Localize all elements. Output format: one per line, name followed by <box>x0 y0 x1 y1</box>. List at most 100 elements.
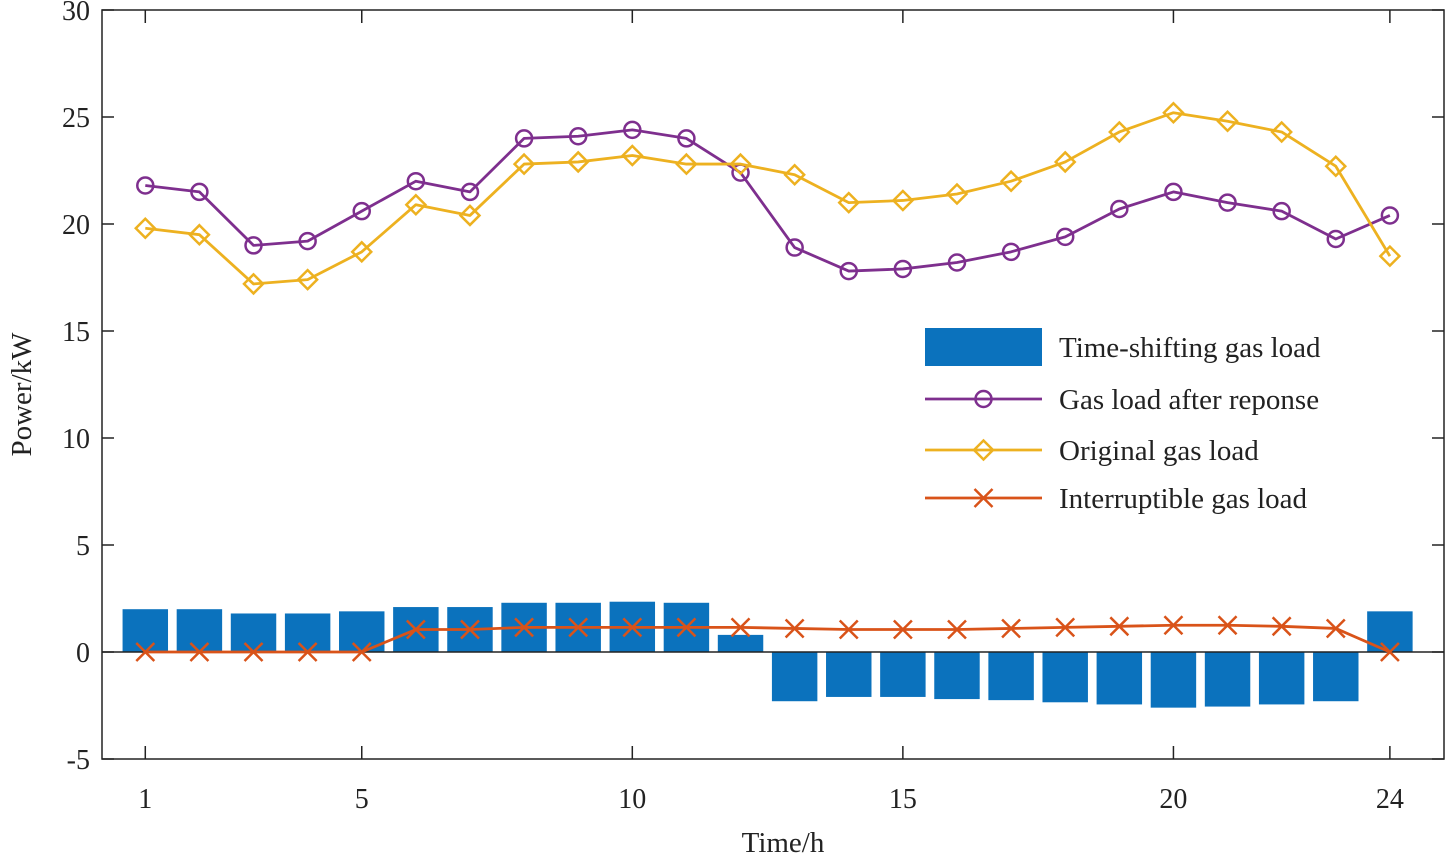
marker-interruptible-gas-load-20 <box>1163 615 1184 636</box>
bar-time-shifting-gas-load-12 <box>717 634 764 652</box>
legend-marker-interruptible-gas-load <box>973 488 994 508</box>
legend-marker-original-gas-load <box>972 438 995 462</box>
bar-time-shifting-gas-load-1 <box>122 609 169 652</box>
marker-original-gas-load-21 <box>1216 110 1239 133</box>
bar-time-shifting-gas-load-21 <box>1204 652 1251 707</box>
marker-original-gas-load-12 <box>729 152 752 176</box>
marker-interruptible-gas-load-12 <box>730 617 751 638</box>
line-series <box>134 101 1402 662</box>
marker-original-gas-load-24 <box>1378 244 1402 268</box>
marker-original-gas-load-18 <box>1053 150 1077 174</box>
marker-interruptible-gas-load-3 <box>243 642 264 662</box>
bar-time-shifting-gas-load-23 <box>1313 652 1359 702</box>
x-axis-label: Time/h <box>742 827 825 859</box>
marker-gas-load-after-reponse-15 <box>893 259 913 279</box>
marker-interruptible-gas-load-23 <box>1325 618 1346 639</box>
marker-gas-load-after-reponse-5 <box>352 201 371 221</box>
bar-time-shifting-gas-load-19 <box>1096 652 1143 705</box>
legend-label-gas-load-after-reponse: Gas load after reponse <box>1059 384 1319 416</box>
marker-original-gas-load-6 <box>404 193 428 217</box>
bar-time-shifting-gas-load-4 <box>284 613 331 652</box>
marker-gas-load-after-reponse-18 <box>1055 227 1075 247</box>
bar-time-shifting-gas-load-14 <box>826 652 872 697</box>
marker-gas-load-after-reponse-22 <box>1272 201 1291 221</box>
marker-interruptible-gas-load-1 <box>135 642 156 662</box>
marker-interruptible-gas-load-19 <box>1109 616 1130 637</box>
marker-gas-load-after-reponse-16 <box>947 253 967 272</box>
marker-original-gas-load-22 <box>1270 120 1293 144</box>
marker-original-gas-load-7 <box>458 204 482 227</box>
marker-original-gas-load-13 <box>783 163 806 187</box>
marker-gas-load-after-reponse-21 <box>1218 193 1237 212</box>
marker-gas-load-after-reponse-2 <box>190 182 209 202</box>
marker-interruptible-gas-load-10 <box>622 617 643 638</box>
legend-item-original-gas-load: Original gas load <box>925 435 1259 467</box>
y-tick-label-15: 15 <box>62 317 90 348</box>
marker-interruptible-gas-load-11 <box>676 617 697 638</box>
x-tick-label-24: 24 <box>1376 784 1404 815</box>
y-axis-label: Power/kW <box>6 332 38 457</box>
line-gas-load-after-reponse <box>145 128 1391 273</box>
bar-time-shifting-gas-load-2 <box>176 609 223 652</box>
marker-interruptible-gas-load-16 <box>947 619 967 640</box>
marker-gas-load-after-reponse-23 <box>1326 229 1346 249</box>
bar-time-shifting-gas-load-16 <box>934 652 980 700</box>
legend-item-gas-load-after-reponse: Gas load after reponse <box>925 384 1319 416</box>
marker-interruptible-gas-load-4 <box>297 642 318 662</box>
y-tick-label-5: 5 <box>76 531 90 562</box>
y-tick-label-30: 30 <box>62 0 90 27</box>
marker-interruptible-gas-load-21 <box>1217 615 1238 636</box>
marker-original-gas-load-15 <box>891 189 915 212</box>
series-gas-load-after-reponse <box>136 120 1400 281</box>
marker-gas-load-after-reponse-11 <box>677 129 696 148</box>
marker-interruptible-gas-load-15 <box>892 619 913 640</box>
marker-original-gas-load-19 <box>1108 120 1131 144</box>
bar-time-shifting-gas-load-17 <box>988 652 1034 701</box>
marker-interruptible-gas-load-13 <box>784 618 805 639</box>
marker-interruptible-gas-load-24 <box>1380 642 1400 662</box>
x-tick-label-15: 15 <box>889 784 917 815</box>
legend-label-interruptible-gas-load: Interruptible gas load <box>1059 483 1308 515</box>
marker-interruptible-gas-load-7 <box>460 619 480 640</box>
marker-interruptible-gas-load-6 <box>405 619 426 640</box>
marker-gas-load-after-reponse-14 <box>839 261 859 281</box>
marker-original-gas-load-2 <box>188 223 211 246</box>
marker-interruptible-gas-load-5 <box>351 642 372 662</box>
bar-series <box>122 601 1413 708</box>
marker-interruptible-gas-load-17 <box>1001 618 1021 639</box>
marker-gas-load-after-reponse-17 <box>1001 242 1021 262</box>
legend-swatch-time-shifting-gas-load <box>925 328 1042 366</box>
marker-original-gas-load-5 <box>350 240 374 264</box>
legend-item-interruptible-gas-load: Interruptible gas load <box>925 483 1308 515</box>
y-tick-label--5: -5 <box>67 745 90 776</box>
marker-gas-load-after-reponse-7 <box>460 182 480 202</box>
plot-frame <box>101 9 1445 760</box>
bar-time-shifting-gas-load-15 <box>880 652 926 697</box>
marker-interruptible-gas-load-22 <box>1271 616 1292 637</box>
legend-item-time-shifting-gas-load: Time-shifting gas load <box>925 328 1321 366</box>
marker-original-gas-load-17 <box>999 169 1023 193</box>
bar-time-shifting-gas-load-22 <box>1258 652 1305 705</box>
marker-gas-load-after-reponse-19 <box>1110 199 1129 219</box>
legend-label-original-gas-load: Original gas load <box>1059 435 1259 467</box>
y-tick-label-10: 10 <box>62 424 90 455</box>
x-tick-label-5: 5 <box>355 784 369 815</box>
marker-interruptible-gas-load-8 <box>514 617 534 638</box>
marker-gas-load-after-reponse-1 <box>136 176 155 195</box>
marker-gas-load-after-reponse-6 <box>406 171 426 191</box>
series-original-gas-load <box>134 101 1402 296</box>
marker-original-gas-load-3 <box>242 272 265 296</box>
marker-original-gas-load-8 <box>512 152 536 176</box>
y-tick-label-20: 20 <box>62 210 90 241</box>
legend-marker-gas-load-after-reponse <box>974 389 993 409</box>
bar-time-shifting-gas-load-18 <box>1042 652 1088 703</box>
marker-original-gas-load-10 <box>621 144 644 167</box>
marker-gas-load-after-reponse-8 <box>514 129 534 148</box>
x-tick-label-10: 10 <box>618 784 646 815</box>
legend-label-time-shifting-gas-load: Time-shifting gas load <box>1059 332 1321 364</box>
bar-time-shifting-gas-load-13 <box>771 652 818 702</box>
marker-interruptible-gas-load-18 <box>1055 617 1076 638</box>
marker-interruptible-gas-load-2 <box>189 642 210 662</box>
marker-gas-load-after-reponse-13 <box>785 238 804 257</box>
